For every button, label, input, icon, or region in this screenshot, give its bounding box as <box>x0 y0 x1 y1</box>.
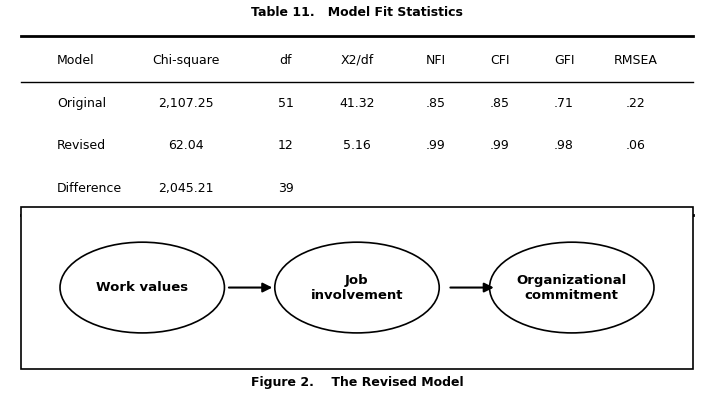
Text: .22: .22 <box>625 96 645 109</box>
Text: Job
involvement: Job involvement <box>311 273 403 302</box>
Text: Original: Original <box>57 96 106 109</box>
Text: 2,045.21: 2,045.21 <box>158 182 213 195</box>
Text: .99: .99 <box>490 139 510 152</box>
Text: Work values: Work values <box>96 281 188 294</box>
Text: 51: 51 <box>278 96 293 109</box>
Text: .98: .98 <box>554 139 574 152</box>
Text: 41.32: 41.32 <box>339 96 375 109</box>
Text: 5.16: 5.16 <box>343 139 371 152</box>
Text: .85: .85 <box>490 96 510 109</box>
Text: .06: .06 <box>625 139 645 152</box>
Text: .71: .71 <box>554 96 574 109</box>
Text: Chi-square: Chi-square <box>152 53 219 66</box>
Ellipse shape <box>60 242 224 333</box>
Text: 39: 39 <box>278 182 293 195</box>
Text: Revised: Revised <box>57 139 106 152</box>
Text: .99: .99 <box>426 139 446 152</box>
Ellipse shape <box>490 242 654 333</box>
Text: RMSEA: RMSEA <box>613 53 658 66</box>
Text: df: df <box>279 53 292 66</box>
Text: NFI: NFI <box>426 53 446 66</box>
Text: Table 11.   Model Fit Statistics: Table 11. Model Fit Statistics <box>251 6 463 19</box>
Text: CFI: CFI <box>490 53 510 66</box>
Text: Organizational
commitment: Organizational commitment <box>517 273 627 302</box>
Text: GFI: GFI <box>554 53 574 66</box>
Text: 12: 12 <box>278 139 293 152</box>
Text: Figure 2.    The Revised Model: Figure 2. The Revised Model <box>251 376 463 389</box>
Text: Model: Model <box>57 53 95 66</box>
Text: 2,107.25: 2,107.25 <box>158 96 213 109</box>
Text: 62.04: 62.04 <box>168 139 203 152</box>
Text: Difference: Difference <box>57 182 122 195</box>
FancyBboxPatch shape <box>21 207 693 369</box>
Text: .85: .85 <box>426 96 446 109</box>
Text: X2/df: X2/df <box>341 53 373 66</box>
Ellipse shape <box>275 242 439 333</box>
